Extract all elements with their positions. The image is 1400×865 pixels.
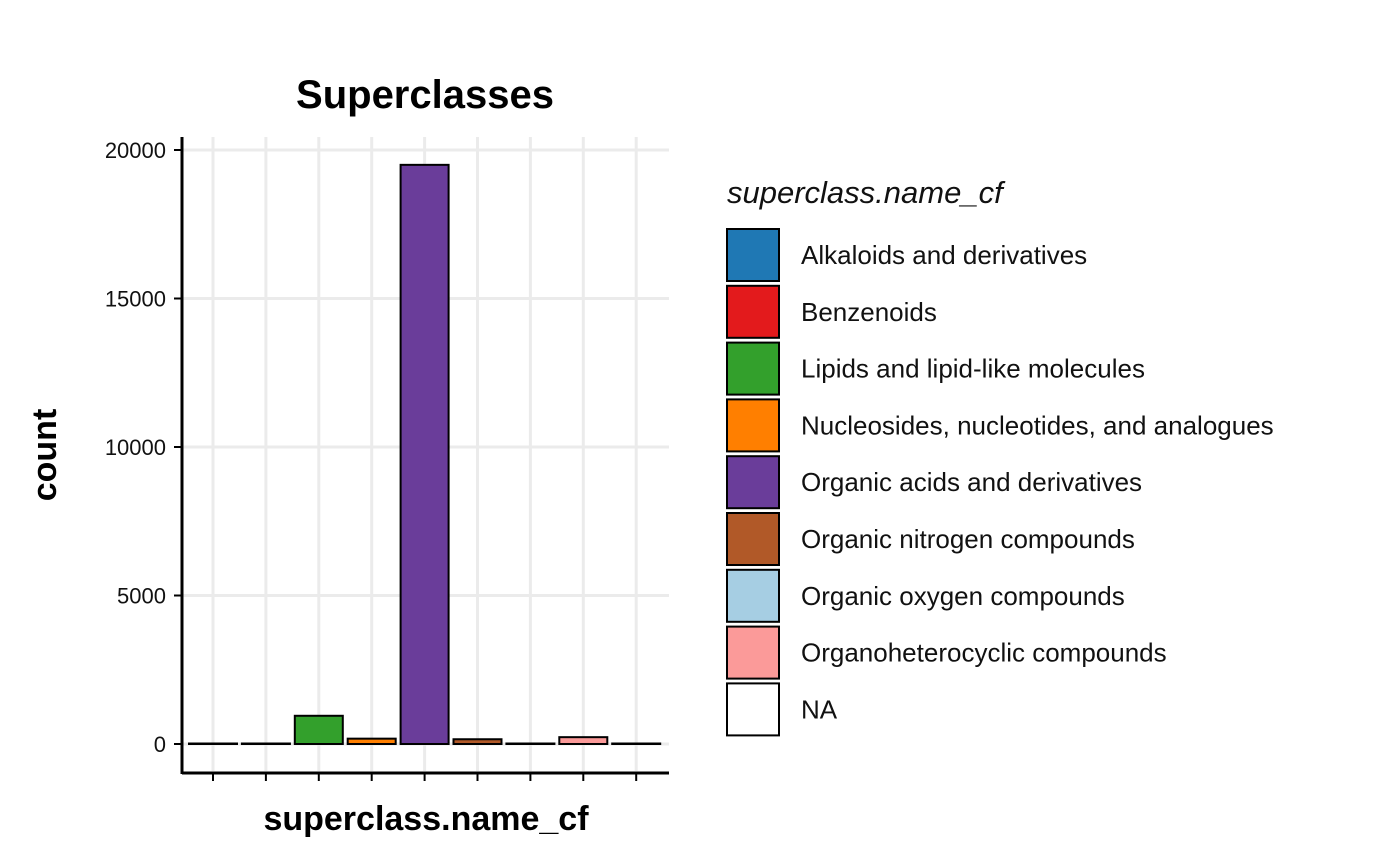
y-tick-label: 10000 xyxy=(105,435,166,460)
legend-label-7: Organic oxygen compounds xyxy=(801,581,1125,611)
y-tick-label: 15000 xyxy=(105,287,166,312)
legend-key-3 xyxy=(726,341,780,396)
chart-title: Superclasses xyxy=(296,73,554,117)
y-axis-title: count xyxy=(26,409,64,502)
legend-label-2: Benzenoids xyxy=(801,297,937,327)
legend-label-6: Organic nitrogen compounds xyxy=(801,524,1135,554)
bar-8 xyxy=(558,736,609,746)
bar-2 xyxy=(240,742,291,745)
legend-key-5 xyxy=(726,455,780,510)
bar-3 xyxy=(293,714,344,745)
legend-key-4 xyxy=(726,398,780,453)
legend-key-2 xyxy=(726,284,780,339)
y-axis-ticks: 0 5000 10000 15000 20000 xyxy=(105,138,182,757)
legend-key-6 xyxy=(726,512,780,566)
bar-7 xyxy=(505,742,556,745)
x-axis-title: superclass.name_cf xyxy=(263,800,589,838)
bar-4 xyxy=(346,737,397,745)
legend-label-4: Nucleosides, nucleotides, and analogues xyxy=(801,410,1274,440)
legend: Alkaloids and derivatives Benzenoids Lipid… xyxy=(726,228,1274,737)
x-axis-ticks xyxy=(212,773,638,781)
legend-label-8: Organoheterocyclic compounds xyxy=(801,638,1167,668)
legend-label-3: Lipids and lipid-like molecules xyxy=(801,354,1145,384)
legend-title: superclass.name_cf xyxy=(727,175,1006,210)
bar-group xyxy=(188,163,662,746)
legend-key-9 xyxy=(726,682,780,737)
y-tick-label: 5000 xyxy=(117,584,166,609)
legend-key-1 xyxy=(726,228,780,282)
bar-9 xyxy=(611,742,662,745)
legend-key-8 xyxy=(726,625,780,680)
y-tick-label: 0 xyxy=(154,732,166,757)
bar-1 xyxy=(188,742,238,745)
bar-6 xyxy=(452,738,503,745)
legend-label-5: Organic acids and derivatives xyxy=(801,467,1142,497)
grid-lines xyxy=(182,137,669,771)
legend-key-7 xyxy=(726,568,780,623)
bar-5 xyxy=(399,163,450,746)
y-tick-label: 20000 xyxy=(105,138,166,163)
legend-label-1: Alkaloids and derivatives xyxy=(801,240,1087,270)
legend-label-9: NA xyxy=(801,694,838,724)
